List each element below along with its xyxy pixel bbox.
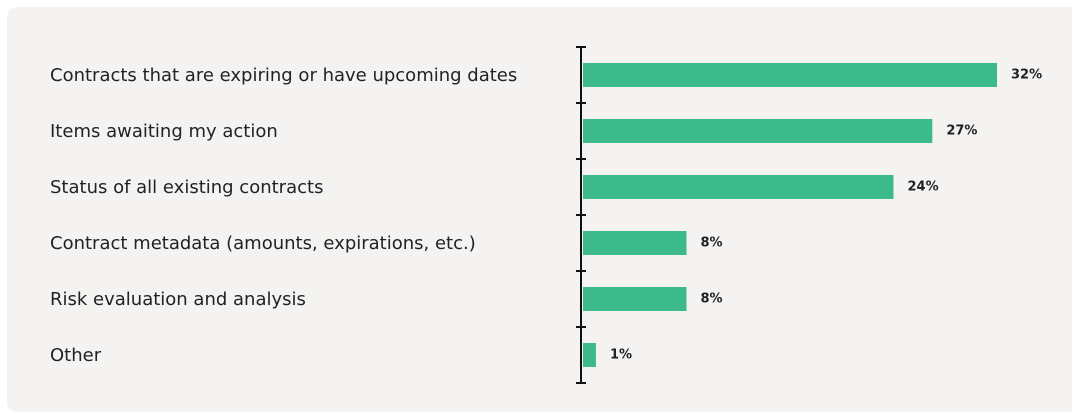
value-label: 1% — [610, 348, 632, 363]
bar — [583, 63, 997, 87]
bar — [583, 119, 933, 143]
value-label: 8% — [701, 236, 723, 251]
category-label: Status of all existing contracts — [50, 177, 323, 198]
bar — [583, 175, 894, 199]
category-label: Contract metadata (amounts, expirations,… — [50, 233, 476, 254]
category-label: Other — [50, 345, 102, 366]
card — [7, 7, 1072, 412]
value-label: 32% — [1011, 68, 1042, 83]
value-label: 24% — [908, 180, 939, 195]
category-label: Items awaiting my action — [50, 121, 278, 142]
bar — [583, 231, 687, 255]
value-label: 27% — [946, 124, 977, 139]
category-label: Contracts that are expiring or have upco… — [50, 65, 517, 86]
value-label: 8% — [701, 292, 723, 307]
bar — [583, 287, 687, 311]
category-label: Risk evaluation and analysis — [50, 289, 306, 310]
bar — [583, 343, 596, 367]
